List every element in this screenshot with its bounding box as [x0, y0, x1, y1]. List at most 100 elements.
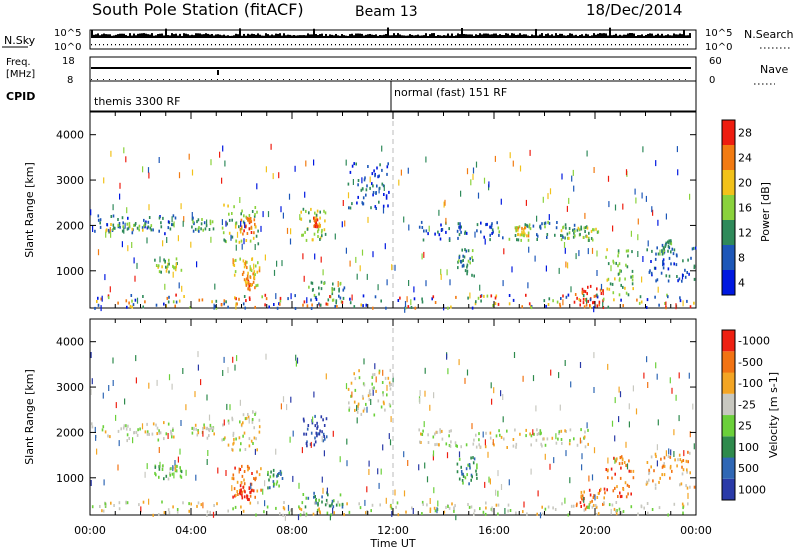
data-cell — [221, 177, 223, 184]
data-cell — [119, 182, 121, 189]
data-cell — [462, 472, 464, 476]
nsearch-dot — [351, 44, 352, 46]
data-cell — [502, 416, 504, 423]
data-cell — [260, 488, 262, 492]
nsearch-dot — [455, 44, 456, 46]
data-cell — [668, 256, 671, 260]
freq-point — [143, 67, 145, 69]
data-cell — [249, 217, 252, 220]
data-cell — [607, 476, 609, 480]
data-cell — [372, 389, 374, 396]
data-cell — [628, 485, 630, 488]
data-cell — [422, 238, 425, 242]
nave-dot — [499, 79, 500, 80]
data-cell — [155, 264, 158, 267]
nave-dot — [157, 79, 158, 80]
nave-dot — [583, 79, 584, 80]
data-cell — [670, 262, 672, 266]
data-cell — [509, 509, 512, 512]
data-cell — [679, 299, 682, 303]
data-cell — [665, 213, 667, 220]
data-cell — [235, 239, 238, 243]
nsky-bar — [193, 35, 195, 38]
data-cell — [256, 489, 259, 493]
data-cell — [374, 205, 377, 209]
data-cell — [272, 484, 275, 488]
data-cell — [423, 421, 425, 428]
freq-point — [123, 67, 125, 69]
nsky-bar — [279, 33, 281, 38]
nsky-tick-bottom: 10^0 — [54, 42, 81, 53]
data-cell — [258, 473, 261, 477]
data-cell — [464, 231, 466, 235]
data-cell — [671, 469, 673, 473]
nave-dot — [469, 79, 470, 80]
data-cell — [318, 507, 320, 511]
nave-dot — [481, 79, 482, 80]
data-cell — [196, 220, 198, 224]
data-cell — [447, 368, 449, 375]
nsearch-dot — [531, 44, 532, 46]
data-cell — [525, 293, 527, 297]
data-cell — [630, 230, 632, 237]
freq-point — [579, 67, 581, 69]
data-cell — [248, 219, 251, 223]
data-cell — [433, 392, 435, 399]
data-cell — [382, 391, 384, 395]
data-cell — [233, 437, 235, 441]
data-cell — [527, 231, 530, 235]
data-cell — [182, 368, 184, 374]
data-cell — [679, 483, 681, 487]
freq-point — [375, 67, 377, 69]
y-tick-label: 2000 — [56, 426, 84, 439]
data-cell — [392, 376, 394, 383]
data-cell — [168, 374, 171, 381]
data-cell — [300, 217, 302, 221]
data-cell — [206, 436, 209, 440]
freq-point — [391, 67, 393, 69]
data-cell — [169, 473, 171, 477]
data-cell — [228, 218, 231, 222]
freq-point — [499, 67, 501, 69]
data-cell — [596, 250, 598, 257]
data-cell — [103, 479, 105, 486]
data-cell — [500, 390, 502, 397]
freq-point — [395, 67, 397, 69]
data-cell — [315, 501, 317, 505]
data-cell — [622, 510, 625, 513]
data-cell — [126, 439, 128, 443]
data-cell — [693, 443, 695, 450]
nsearch-dot — [627, 44, 628, 46]
data-cell — [476, 463, 478, 467]
data-cell — [321, 476, 323, 483]
data-cell — [552, 506, 554, 510]
nsearch-dot — [539, 44, 540, 46]
data-cell — [522, 510, 524, 514]
data-cell — [612, 291, 615, 295]
data-cell — [558, 432, 560, 435]
data-cell — [663, 247, 665, 251]
data-cell — [287, 297, 289, 301]
data-cell — [549, 188, 552, 195]
data-cell — [378, 187, 380, 194]
nsky-bar — [635, 35, 637, 38]
data-cell — [242, 509, 245, 513]
data-cell — [169, 227, 172, 231]
data-cell — [497, 226, 500, 230]
freq-point — [615, 67, 617, 69]
data-cell — [517, 228, 519, 232]
data-cell — [348, 401, 350, 405]
data-cell — [560, 234, 562, 237]
data-cell — [132, 437, 134, 444]
freq-point — [613, 67, 615, 69]
data-cell — [559, 404, 561, 411]
data-cell — [368, 391, 371, 395]
freq-point — [591, 67, 593, 69]
freq-point — [323, 67, 325, 69]
nave-dot — [151, 79, 152, 80]
data-cell — [367, 165, 369, 168]
data-cell — [423, 229, 425, 233]
data-cell — [651, 206, 653, 213]
nsky-bar — [633, 33, 635, 38]
data-cell — [586, 292, 588, 296]
